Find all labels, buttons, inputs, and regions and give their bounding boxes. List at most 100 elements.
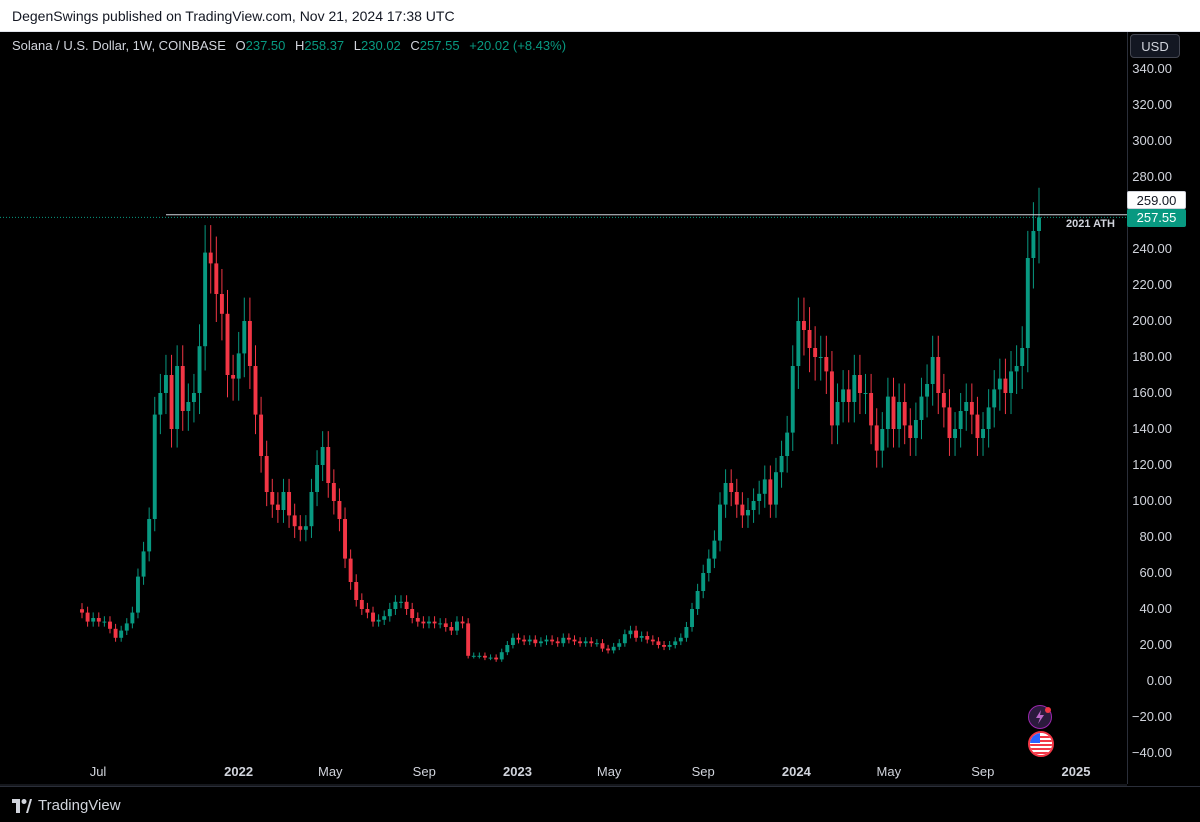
candle-body bbox=[958, 411, 963, 429]
candle-body bbox=[455, 621, 459, 631]
candle-body bbox=[863, 393, 868, 394]
candle-body bbox=[992, 389, 997, 408]
candle-body bbox=[113, 628, 118, 638]
candle-body bbox=[197, 346, 202, 393]
candle-body bbox=[622, 634, 627, 644]
candle-body bbox=[298, 526, 303, 530]
candle-body bbox=[348, 558, 353, 582]
candle-body bbox=[835, 402, 840, 426]
candle-body bbox=[136, 576, 140, 613]
candle-body bbox=[589, 641, 594, 644]
candle-body bbox=[762, 479, 767, 494]
candle-body bbox=[902, 402, 907, 426]
candle-body bbox=[404, 601, 409, 609]
candle-body bbox=[119, 630, 124, 638]
candle-body bbox=[359, 600, 364, 609]
published-info: DegenSwings published on TradingView.com… bbox=[12, 8, 455, 24]
candle-body bbox=[147, 519, 152, 552]
price-tick-label: 220.00 bbox=[1132, 277, 1172, 292]
candle-body bbox=[533, 639, 538, 644]
candle-body bbox=[964, 402, 969, 411]
currency-button[interactable]: USD bbox=[1130, 34, 1180, 58]
candle-body bbox=[667, 645, 672, 647]
low-label: L bbox=[353, 38, 362, 53]
candle-body bbox=[427, 621, 431, 624]
close-label: C bbox=[410, 38, 420, 53]
candle-body bbox=[124, 623, 129, 631]
candle-body bbox=[813, 348, 818, 357]
time-tick-label: May bbox=[877, 764, 902, 779]
candle-body bbox=[505, 645, 510, 653]
candle-body bbox=[678, 637, 683, 642]
candle-body bbox=[891, 396, 896, 429]
candle-body bbox=[550, 639, 555, 642]
candle-body bbox=[1014, 366, 1019, 372]
candle-body bbox=[746, 510, 750, 516]
price-axis[interactable] bbox=[1127, 32, 1200, 784]
candle-body bbox=[779, 456, 784, 473]
candle-body bbox=[774, 472, 778, 505]
candle-body bbox=[303, 526, 308, 530]
candle-body bbox=[785, 432, 790, 456]
candle-body bbox=[930, 357, 935, 384]
time-tick-label: 2024 bbox=[782, 764, 812, 779]
candle-body bbox=[706, 558, 711, 573]
candle-body bbox=[175, 366, 180, 429]
candle-body bbox=[975, 414, 980, 438]
candle-body bbox=[583, 641, 588, 644]
price-tick-label: 80.00 bbox=[1139, 529, 1172, 544]
candle-body bbox=[315, 465, 320, 492]
candle-body bbox=[650, 639, 655, 642]
candle-body bbox=[555, 641, 560, 644]
candle-body bbox=[527, 639, 532, 642]
candle-body bbox=[180, 366, 185, 411]
candle-body bbox=[522, 639, 527, 642]
candle-body bbox=[801, 321, 806, 330]
candle-body bbox=[561, 637, 566, 644]
candle-body bbox=[438, 623, 443, 625]
us-flag-icon[interactable] bbox=[1028, 731, 1054, 757]
candle-body bbox=[846, 389, 851, 402]
lightning-icon[interactable] bbox=[1028, 705, 1052, 729]
candle-body bbox=[684, 627, 689, 638]
candle-body bbox=[718, 504, 722, 541]
candle-body bbox=[913, 420, 918, 438]
candle-body bbox=[919, 396, 924, 420]
candle-body bbox=[393, 601, 398, 609]
candle-body bbox=[382, 616, 387, 620]
candle-body bbox=[734, 492, 739, 505]
candle-body bbox=[885, 396, 890, 429]
candle-body bbox=[695, 591, 700, 609]
tradingview-brand[interactable]: TradingView bbox=[12, 797, 121, 814]
candle-body bbox=[281, 492, 286, 510]
candle-body bbox=[611, 646, 616, 651]
time-tick-label: Sep bbox=[692, 764, 715, 779]
price-tick-label: 280.00 bbox=[1132, 169, 1172, 184]
candle-body bbox=[186, 402, 191, 411]
candle-body bbox=[421, 621, 426, 624]
candle-body bbox=[326, 447, 331, 483]
candle-body bbox=[108, 621, 112, 629]
time-tick-label: May bbox=[318, 764, 343, 779]
candle-body bbox=[236, 353, 241, 379]
candle-body bbox=[399, 601, 403, 603]
candle-body bbox=[253, 366, 258, 415]
candle-body bbox=[309, 492, 314, 527]
candle-body bbox=[242, 321, 247, 354]
candle-body bbox=[466, 623, 471, 656]
candle-body bbox=[270, 492, 275, 505]
candle-body bbox=[628, 630, 633, 635]
candle-body bbox=[482, 655, 487, 658]
candle-body bbox=[986, 407, 991, 429]
candle-body bbox=[824, 357, 829, 372]
last-price-tag: 257.55 bbox=[1127, 209, 1186, 227]
candle-body bbox=[365, 609, 370, 613]
price-tick-label: −20.00 bbox=[1132, 709, 1172, 724]
price-tick-label: 40.00 bbox=[1139, 601, 1172, 616]
candle-body bbox=[91, 618, 96, 622]
candle-body bbox=[460, 621, 465, 624]
candle-body bbox=[566, 637, 571, 640]
candle-body bbox=[488, 657, 493, 659]
candle-body bbox=[410, 609, 415, 618]
